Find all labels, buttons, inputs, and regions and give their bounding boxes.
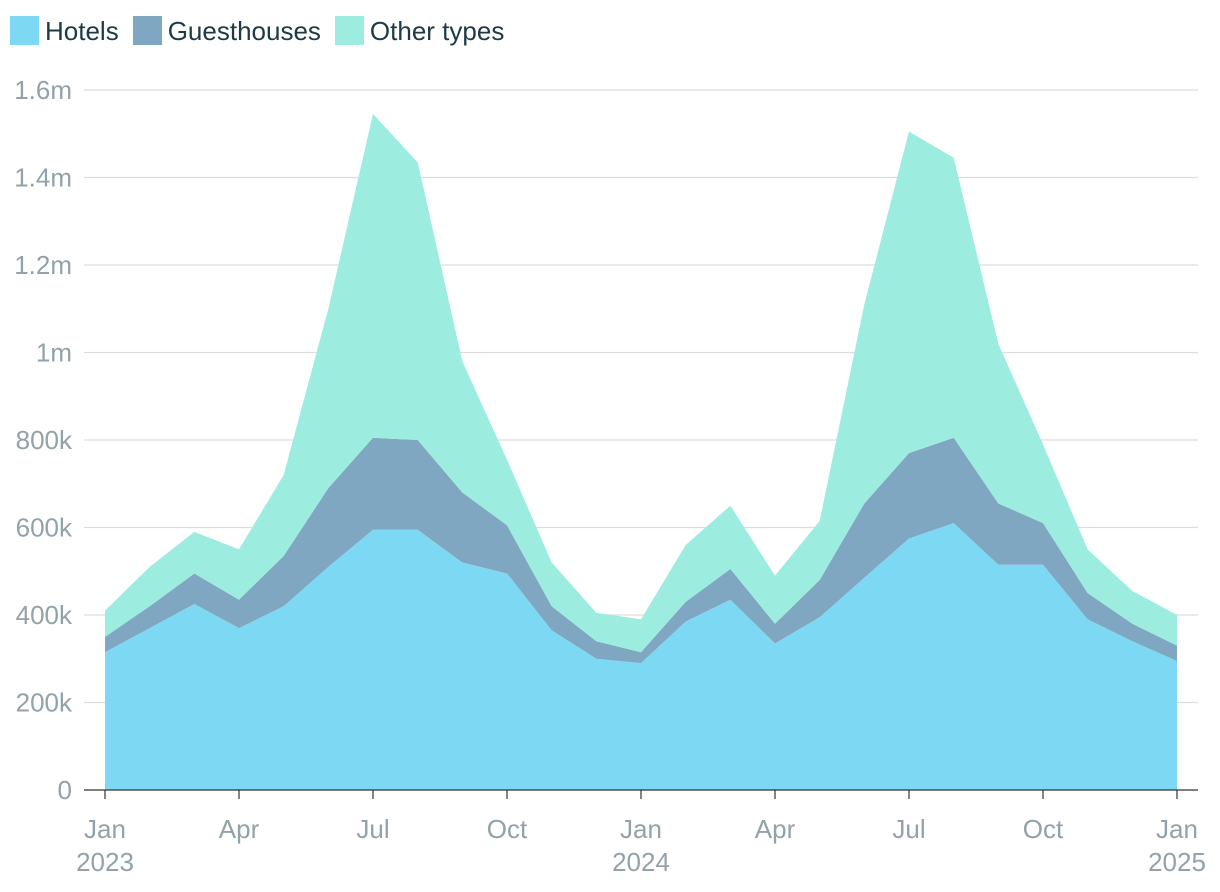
legend-item-guesthouses: Guesthouses bbox=[132, 15, 321, 46]
x-tick-label-month-2023-01: Jan bbox=[84, 814, 126, 844]
x-tick-label-month-2024-10: Oct bbox=[1023, 814, 1064, 844]
tick-labels: 0200k400k600k800k1m1.2m1.4m1.6mJan2023Ap… bbox=[14, 75, 1206, 877]
legend-swatch-hotels bbox=[10, 16, 39, 45]
y-tick-label-200k: 200k bbox=[16, 688, 73, 718]
chart-legend: Hotels Guesthouses Other types bbox=[10, 16, 504, 45]
legend-label-guesthouses: Guesthouses bbox=[167, 15, 321, 46]
x-tick-label-year-2025-01: 2025 bbox=[1148, 847, 1206, 877]
x-tick-label-year-2024-01: 2024 bbox=[612, 847, 670, 877]
x-tick-label-month-2025-01: Jan bbox=[1156, 814, 1198, 844]
area-series-other-types bbox=[105, 114, 1177, 653]
y-tick-label-0: 0 bbox=[58, 775, 72, 805]
legend-item-hotels: Hotels bbox=[10, 16, 119, 45]
x-tick-label-month-2023-07: Jul bbox=[356, 814, 389, 844]
x-tick-label-month-2023-04: Apr bbox=[219, 814, 260, 844]
legend-swatch-other-types bbox=[334, 16, 364, 45]
x-tick-label-month-2024-04: Apr bbox=[755, 814, 796, 844]
area-series-hotels bbox=[105, 523, 1177, 790]
x-tick-label-year-2023-01: 2023 bbox=[76, 847, 134, 877]
area-series-guesthouses bbox=[105, 437, 1177, 664]
y-tick-label-1.2m: 1.2m bbox=[14, 250, 72, 280]
x-tick-label-month-2024-07: Jul bbox=[892, 814, 925, 844]
legend-label-other-types: Other types bbox=[369, 15, 505, 46]
legend-item-other-types: Other types bbox=[334, 15, 505, 46]
y-tick-label-400k: 400k bbox=[16, 600, 73, 630]
axes bbox=[84, 789, 1198, 799]
y-tick-label-1.4m: 1.4m bbox=[14, 163, 72, 193]
legend-label-hotels: Hotels bbox=[45, 15, 119, 46]
area-series-layer bbox=[105, 114, 1177, 790]
x-tick-label-month-2023-10: Oct bbox=[487, 814, 528, 844]
y-tick-label-1.6m: 1.6m bbox=[14, 75, 72, 105]
x-tick-label-month-2024-01: Jan bbox=[620, 814, 662, 844]
legend-swatch-guesthouses bbox=[132, 16, 162, 45]
y-tick-label-600k: 600k bbox=[16, 513, 73, 543]
y-tick-label-800k: 800k bbox=[16, 425, 73, 455]
y-tick-label-1m: 1m bbox=[36, 338, 72, 368]
